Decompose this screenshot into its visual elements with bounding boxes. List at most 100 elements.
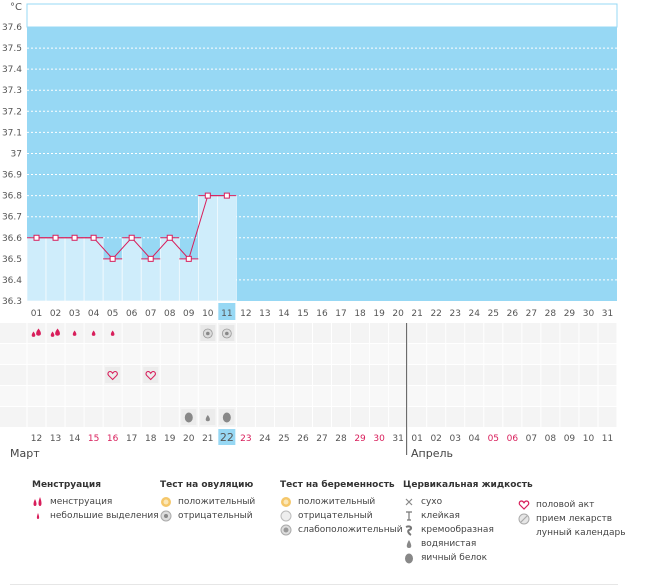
calendar-day-label: 17 xyxy=(126,434,137,444)
calendar-day-label: 11 xyxy=(602,434,613,444)
legend-item: половой акт xyxy=(518,498,626,512)
temperature-column xyxy=(217,195,237,302)
cycle-day-highlight xyxy=(218,303,236,320)
legend-title: Цервикальная жидкость xyxy=(403,480,533,490)
calendar-day-label: 18 xyxy=(145,434,157,444)
menstruation-mark xyxy=(50,331,55,337)
marks-row xyxy=(0,386,617,406)
calendar-day-label: 24 xyxy=(259,434,271,444)
today-highlight xyxy=(218,429,236,445)
legend-label: отрицательный xyxy=(298,511,373,521)
temperature-column xyxy=(178,258,199,302)
cycle-day-label: 24 xyxy=(469,309,481,319)
cycle-day-label: 16 xyxy=(316,309,328,319)
legend-title: Тест на беременность xyxy=(280,480,395,490)
y-tick-label: 36.7 xyxy=(2,213,22,223)
ovulation-negative-core xyxy=(206,331,210,336)
y-tick-label: 36.8 xyxy=(2,192,22,202)
marks-row xyxy=(0,407,617,427)
sticky-icon xyxy=(403,510,415,522)
cycle-day-label: 07 xyxy=(145,309,156,319)
temperature-column xyxy=(45,237,66,302)
cycle-day-label: 30 xyxy=(583,309,595,319)
watery-icon xyxy=(403,538,415,550)
negative-circle-icon xyxy=(280,510,292,522)
calendar-day-label: 01 xyxy=(411,434,422,444)
y-tick-label: 37.4 xyxy=(2,65,22,75)
drop-pair-icon xyxy=(32,496,44,508)
calendar-day-label: 29 xyxy=(354,434,366,444)
month-label-april: Апрель xyxy=(411,447,453,460)
intercourse-cell xyxy=(143,367,159,383)
legend-other: половой акт прием лекарств лунный календ… xyxy=(518,498,626,540)
legend-item: кремообразная xyxy=(403,523,533,537)
temperature-point xyxy=(52,234,59,241)
cycle-day-label: 14 xyxy=(278,309,290,319)
calendar-day-label: 16 xyxy=(107,434,119,444)
legend-item: прием лекарств xyxy=(518,512,626,526)
dry-icon xyxy=(403,496,415,508)
legend-pregnancy-test: Тест на беременность положительный отриц… xyxy=(280,480,403,537)
y-tick-label: 37.5 xyxy=(2,44,22,54)
legend-label: лунный календарь xyxy=(536,528,626,538)
legend-label: положительный xyxy=(298,497,376,507)
positive-circle-icon xyxy=(160,496,172,508)
calendar-day-label: 30 xyxy=(373,434,385,444)
calendar-day-label: 02 xyxy=(430,434,441,444)
temperature-point xyxy=(71,234,78,241)
egg-white-icon xyxy=(403,552,415,564)
calendar-day-label: 31 xyxy=(392,434,403,444)
legend-label: кремообразная xyxy=(421,525,494,535)
cycle-day-label: 22 xyxy=(430,309,441,319)
legend-item: небольшие выделения xyxy=(32,509,159,523)
calendar-day-label: 13 xyxy=(50,434,61,444)
intercourse-mark xyxy=(145,370,156,381)
temperature-point xyxy=(147,255,154,262)
legend-item: водянистая xyxy=(403,537,533,551)
marks-row xyxy=(0,323,617,343)
cycle-day-label: 17 xyxy=(335,309,346,319)
cycle-day-label: 28 xyxy=(545,309,557,319)
temperature-point xyxy=(90,234,97,241)
y-tick-label: 37.6 xyxy=(2,23,22,33)
legend-item: менструация xyxy=(32,495,159,509)
cycle-day-label: 18 xyxy=(354,309,366,319)
legend-label: водянистая xyxy=(421,539,477,549)
calendar-day-label: 28 xyxy=(335,434,347,444)
legend-label: прием лекарств xyxy=(536,514,613,524)
creamy-icon xyxy=(403,524,415,536)
negative-circle-icon xyxy=(160,510,172,522)
cycle-day-label: 03 xyxy=(69,309,80,319)
legend-item: отрицательный xyxy=(280,509,403,523)
cycle-day-label: 13 xyxy=(259,309,270,319)
temperature-point xyxy=(185,255,192,262)
legend-label: половой акт xyxy=(536,500,595,510)
menstruation-mark xyxy=(36,328,41,336)
legend-title: Тест на овуляцию xyxy=(160,480,254,490)
cycle-day-label: 10 xyxy=(202,309,214,319)
y-tick-label: 37 xyxy=(11,149,22,159)
temperature-column xyxy=(102,258,123,302)
moon-icon xyxy=(518,527,530,539)
legend-label: слабоположительный xyxy=(298,525,403,535)
calendar-day-label: 27 xyxy=(316,434,327,444)
temperature-chart: 37.6 37.5 37.4 37.3 37.2 37.1 37 36.9 36.8 36.7 36… xyxy=(0,2,618,455)
temperature-point xyxy=(166,234,173,241)
temperature-column xyxy=(140,258,161,302)
calendar-day-label: 03 xyxy=(449,434,460,444)
cycle-day-label: 02 xyxy=(50,309,61,319)
legend-label: положительный xyxy=(178,497,256,507)
calendar-day-label: 08 xyxy=(545,434,557,444)
marks-row xyxy=(0,344,617,364)
plot-top-strip xyxy=(26,3,618,28)
temperature-point xyxy=(128,234,135,241)
month-label-march: Март xyxy=(10,447,40,460)
ovulation-negative-core xyxy=(225,331,229,336)
legend-menstruation: Менструация менструация небольшие выделе… xyxy=(32,480,159,523)
calendar-day-label: 10 xyxy=(583,434,595,444)
watery-mark xyxy=(205,415,210,422)
calendar-day-label: 05 xyxy=(488,434,499,444)
y-tick-label: 36.5 xyxy=(2,255,22,265)
cycle-day-label: 15 xyxy=(297,309,308,319)
legend-item: положительный xyxy=(280,495,403,509)
